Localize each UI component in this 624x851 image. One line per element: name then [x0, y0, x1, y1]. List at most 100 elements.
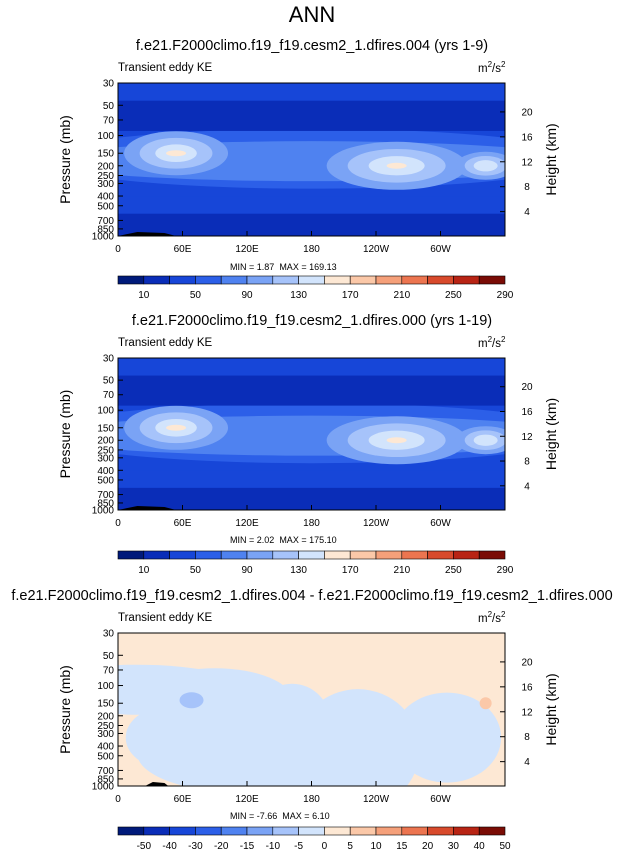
- panel-3-variable: Transient eddy KE: [118, 612, 213, 624]
- colorbar-swatch: [324, 275, 351, 285]
- y-tick-label: 250: [97, 171, 114, 182]
- colorbar-swatch: [375, 550, 403, 560]
- y-tick-label: 400: [97, 192, 114, 203]
- x-tick-label: 120W: [363, 518, 390, 529]
- colorbar-swatch: [478, 826, 506, 836]
- colorbar-label: -10: [266, 841, 281, 851]
- height-tick-label: 8: [524, 457, 530, 468]
- topography: [118, 506, 177, 510]
- field-max: [166, 150, 187, 157]
- y-tick-label: 850: [97, 498, 114, 509]
- x-tick-label: 180: [303, 518, 320, 529]
- colorbar-swatch: [375, 275, 403, 285]
- x-tick-label: 60E: [174, 244, 192, 255]
- y-tick-label: 100: [97, 406, 114, 417]
- x-tick-label: 120E: [235, 518, 259, 529]
- y-tick-label: 1000: [92, 782, 115, 793]
- y-tick-label: 50: [103, 376, 115, 387]
- colorbar-swatch: [117, 550, 145, 560]
- colorbar-swatch: [272, 550, 299, 560]
- height-tick-label: 12: [521, 157, 533, 168]
- colorbar-label: 40: [474, 841, 486, 851]
- colorbar-swatch: [478, 550, 506, 560]
- colorbar-label: 50: [190, 565, 202, 576]
- colorbar-swatch: [478, 275, 506, 285]
- x-tick-label: 120W: [363, 244, 390, 255]
- y-tick-label: 500: [97, 751, 114, 762]
- field-contour: [392, 692, 502, 783]
- height-tick-label: 12: [521, 432, 533, 443]
- colorbar-label: 210: [393, 290, 410, 301]
- x-tick-label: 0: [115, 518, 121, 529]
- y-tick-label: 50: [103, 101, 115, 112]
- colorbar-label: 5: [347, 841, 353, 851]
- colorbar-swatch: [169, 826, 196, 836]
- colorbar-swatch: [220, 275, 248, 285]
- height-tick-label: 8: [524, 732, 530, 743]
- y-tick-label: 100: [97, 681, 114, 692]
- colorbar-label: -5: [294, 841, 303, 851]
- colorbar-label: 130: [290, 565, 307, 576]
- colorbar-swatch: [349, 550, 377, 560]
- y-tick-label: 1000: [92, 232, 115, 243]
- colorbar-swatch: [298, 550, 325, 560]
- colorbar-label: 15: [396, 841, 408, 851]
- colorbar-swatch: [272, 826, 299, 836]
- y-tick-label: 200: [97, 436, 114, 447]
- x-tick-label: 60E: [174, 518, 192, 529]
- height-tick-label: 20: [521, 382, 533, 393]
- y-tick-label: 150: [97, 699, 114, 710]
- x-tick-label: 120E: [235, 244, 259, 255]
- colorbar-swatch: [195, 550, 222, 560]
- field-contour: [118, 83, 505, 101]
- y-axis-right-title: Height (km): [543, 123, 559, 195]
- y-axis-title: Pressure (mb): [57, 115, 73, 204]
- field-contour: [118, 487, 505, 510]
- y-tick-label: 250: [97, 445, 114, 456]
- y-axis-title: Pressure (mb): [57, 390, 73, 479]
- y-tick-label: 30: [103, 354, 115, 365]
- panel-2-axes: 3050701001502002503004005007008501000201…: [57, 354, 559, 577]
- y-tick-label: 400: [97, 466, 114, 477]
- panel-2-units: m2/s2: [478, 335, 506, 350]
- colorbar-swatch: [427, 275, 454, 285]
- field-max: [386, 162, 407, 169]
- colorbar-swatch: [246, 826, 274, 836]
- panel-1-minmax: MIN = 1.87 MAX = 169.13: [230, 262, 337, 272]
- field-contour: [473, 434, 498, 446]
- colorbar-swatch: [401, 550, 428, 560]
- height-tick-label: 16: [521, 132, 533, 143]
- y-tick-label: 300: [97, 453, 114, 464]
- colorbar-label: 20: [422, 841, 434, 851]
- x-tick-label: 0: [115, 794, 121, 805]
- colorbar-label: 210: [393, 565, 410, 576]
- colorbar-label: 0: [322, 841, 328, 851]
- y-tick-label: 1000: [92, 506, 115, 517]
- colorbar-swatch: [324, 550, 351, 560]
- colorbar-swatch: [272, 275, 299, 285]
- colorbar-swatch: [169, 550, 196, 560]
- topography: [118, 232, 177, 236]
- colorbar-label: 50: [190, 290, 202, 301]
- panel-3-units: m2/s2: [478, 610, 506, 625]
- x-tick-label: 180: [303, 244, 320, 255]
- colorbar-swatch: [117, 826, 145, 836]
- field-min: [179, 692, 204, 709]
- colorbar-swatch: [220, 550, 248, 560]
- colorbar-label: 250: [445, 290, 462, 301]
- colorbar-label: -30: [188, 841, 203, 851]
- y-axis-right-title: Height (km): [543, 673, 559, 745]
- colorbar-swatch: [401, 826, 428, 836]
- y-tick-label: 70: [103, 390, 115, 401]
- colorbar-label: 250: [445, 565, 462, 576]
- y-tick-label: 500: [97, 201, 114, 212]
- colorbar-swatch: [453, 550, 480, 560]
- x-tick-label: 60W: [430, 518, 451, 529]
- colorbar-label: 170: [342, 290, 359, 301]
- colorbar-label: -50: [137, 841, 152, 851]
- field-contour: [118, 358, 505, 376]
- colorbar-swatch: [298, 826, 325, 836]
- colorbar-label: 290: [497, 565, 514, 576]
- height-tick-label: 4: [524, 757, 530, 768]
